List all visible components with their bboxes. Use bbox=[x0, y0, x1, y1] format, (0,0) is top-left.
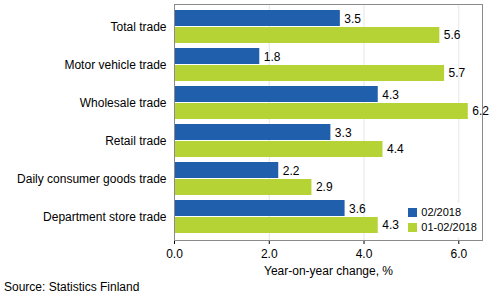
svg-text:6.0: 6.0 bbox=[450, 247, 467, 261]
svg-text:1.8: 1.8 bbox=[264, 50, 281, 64]
svg-text:4.3: 4.3 bbox=[382, 88, 399, 102]
html-text:01-02/2018: 01-02/2018 bbox=[421, 221, 477, 233]
svg-text:Retail trade: Retail trade bbox=[105, 134, 167, 148]
svg-text:2.0: 2.0 bbox=[261, 247, 278, 261]
svg-text:5.7: 5.7 bbox=[449, 66, 466, 80]
html-text:02/2018: 02/2018 bbox=[421, 206, 462, 218]
svg-text:3.5: 3.5 bbox=[344, 12, 361, 26]
svg-text:0.0: 0.0 bbox=[166, 247, 183, 261]
svg-text:5.6: 5.6 bbox=[444, 28, 461, 42]
svg-text:Wholesale trade: Wholesale trade bbox=[80, 96, 167, 110]
svg-text:Daily consumer goods trade: Daily consumer goods trade bbox=[17, 172, 167, 186]
svg-text:3.3: 3.3 bbox=[335, 126, 352, 140]
svg-text:4.0: 4.0 bbox=[356, 247, 373, 261]
html-text:Source: Statistics Finland: Source: Statistics Finland bbox=[4, 280, 140, 294]
svg-text:3.6: 3.6 bbox=[349, 202, 366, 216]
svg-text:Motor vehicle trade: Motor vehicle trade bbox=[64, 58, 166, 72]
svg-text:2.9: 2.9 bbox=[316, 180, 333, 194]
svg-text:Total trade: Total trade bbox=[110, 20, 166, 34]
svg-text:2.2: 2.2 bbox=[283, 164, 300, 178]
svg-text:Department store trade: Department store trade bbox=[43, 210, 167, 224]
svg-text:4.4: 4.4 bbox=[387, 142, 404, 156]
svg-text:6.2: 6.2 bbox=[472, 104, 489, 118]
svg-text:4.3: 4.3 bbox=[382, 218, 399, 232]
svg-text:Year-on-year change, %: Year-on-year change, % bbox=[264, 264, 393, 278]
